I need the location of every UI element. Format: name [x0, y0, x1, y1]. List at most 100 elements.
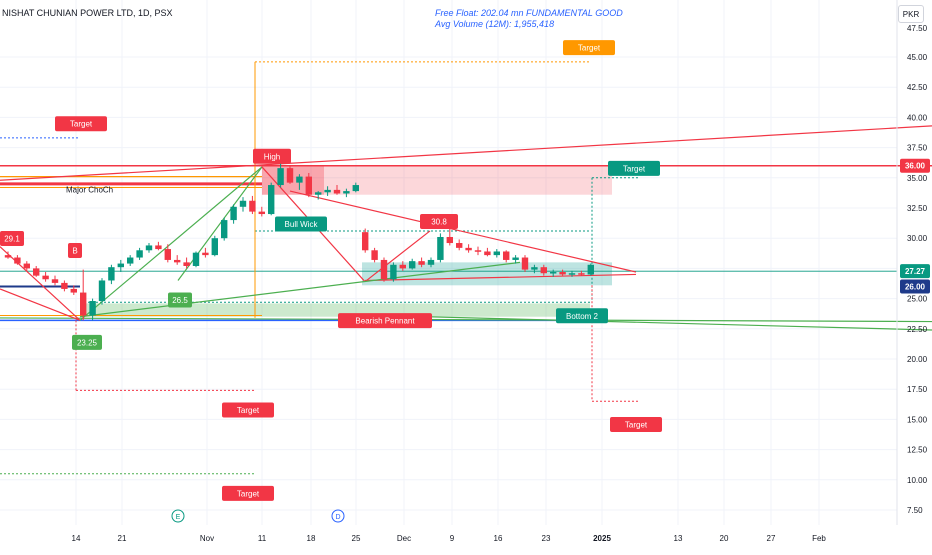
label-23-25-bg	[72, 334, 102, 350]
annotation-labels: Target Target Target Target Target Target High…	[0, 40, 662, 501]
price-label-bg	[900, 264, 930, 279]
bull-wick-label-bg	[275, 216, 327, 232]
candle-body	[503, 251, 510, 260]
candle-body	[362, 232, 369, 251]
candle-body	[145, 245, 153, 251]
y-tick-label: 17.50	[907, 385, 928, 394]
y-tick-label: 40.00	[907, 113, 928, 122]
candle-body	[80, 292, 87, 316]
candle-body	[540, 267, 547, 274]
candle-body	[230, 206, 237, 221]
x-tick-label: 9	[450, 534, 455, 543]
target-label-green: Target	[623, 164, 646, 173]
chart-title: NISHAT CHUNIAN POWER LTD, 1D, PSX	[2, 8, 173, 18]
candle-body	[174, 259, 181, 263]
x-tick-label: 20	[720, 534, 729, 543]
candle-body	[23, 263, 30, 269]
candles	[4, 159, 594, 321]
pennant-up	[364, 230, 431, 283]
target-label-orange-bg	[563, 40, 615, 56]
candle-body	[98, 280, 106, 302]
candle-body	[343, 191, 350, 194]
candle-body	[239, 200, 247, 207]
bull-wick-label: Bull Wick	[285, 220, 319, 229]
bearish-pennant-label-bg	[338, 313, 432, 329]
price-label-bg	[900, 158, 930, 173]
label-29-1-bg	[0, 230, 24, 246]
candle-body	[192, 252, 200, 266]
label-b-bg	[68, 243, 82, 259]
y-tick-label: 15.00	[907, 415, 928, 424]
target-label-red-1: Target	[237, 406, 260, 415]
y-tick-label: 7.50	[907, 506, 923, 515]
candle-body	[14, 257, 21, 264]
candle-body	[446, 236, 453, 244]
price-label: 36.00	[905, 162, 926, 171]
x-tick-label: 2025	[593, 534, 611, 543]
info-avg-volume: Avg Volume (12M): 1,955,418	[435, 19, 555, 29]
candle-body	[296, 176, 303, 183]
candle-body	[324, 189, 331, 193]
y-tick-label: 42.50	[907, 83, 928, 92]
dividend-marker: D	[335, 514, 340, 521]
down-leg-0	[0, 288, 81, 321]
candle-body	[249, 200, 256, 212]
x-tick-label: 13	[674, 534, 683, 543]
info-free-float: Free Float: 202.04 mn FUNDAMENTAL GOOD	[435, 8, 623, 18]
candle-body	[70, 288, 77, 293]
candle-body	[371, 250, 378, 260]
label-26-5: 26.5	[172, 296, 188, 305]
candle-body	[268, 185, 275, 215]
level-green-1	[0, 317, 932, 323]
candle-body	[380, 259, 388, 280]
high-label-bg	[253, 148, 291, 164]
candle-body	[117, 263, 124, 268]
candle-body	[521, 257, 529, 270]
price-label-bg	[900, 279, 930, 294]
candle-body	[164, 249, 171, 260]
candle-body	[484, 251, 491, 256]
target-label-red-3-bg	[222, 485, 274, 501]
candle-body	[108, 267, 115, 281]
candle-body	[4, 255, 12, 258]
y-tick-label: 20.00	[907, 355, 928, 364]
x-tick-label: 14	[72, 534, 81, 543]
candle-body	[493, 251, 500, 256]
up-leg	[79, 166, 263, 321]
candle-body	[465, 247, 472, 251]
candle-body	[418, 261, 425, 265]
candle-body	[42, 275, 49, 280]
candle-body	[33, 268, 40, 276]
x-tick-label: 23	[542, 534, 551, 543]
candle-body	[155, 245, 162, 250]
drawing-lines	[0, 61, 932, 475]
y-tick-label: 35.00	[907, 174, 928, 183]
candle-body	[305, 176, 312, 195]
label-29-1: 29.1	[4, 234, 20, 243]
label-30-8: 30.8	[431, 218, 447, 227]
major-choch-label: Major ChoCh	[66, 186, 113, 195]
candle-body	[221, 220, 228, 239]
x-tick-label: Dec	[397, 534, 411, 543]
candle-body	[427, 259, 435, 265]
resistance-trend	[0, 125, 932, 181]
x-tick-label: 21	[118, 534, 127, 543]
bottom-2-label: Bottom 2	[566, 312, 599, 321]
x-tick-label: 25	[352, 534, 361, 543]
y-tick-label: 30.00	[907, 234, 928, 243]
currency-button[interactable]: PKR	[898, 5, 924, 23]
candle-body	[51, 279, 59, 283]
candle-body	[136, 250, 143, 258]
target-label-red-1-bg	[222, 402, 274, 418]
candle-body	[578, 273, 585, 275]
target-label-green-bg	[608, 160, 660, 176]
y-tick-label: 25.00	[907, 295, 928, 304]
high-label: High	[264, 152, 280, 161]
demand-zone	[80, 303, 590, 317]
y-tick-label: 37.50	[907, 144, 928, 153]
down-leg-1	[0, 246, 81, 321]
label-23-25: 23.25	[77, 338, 98, 347]
target-label-red-3: Target	[237, 489, 260, 498]
